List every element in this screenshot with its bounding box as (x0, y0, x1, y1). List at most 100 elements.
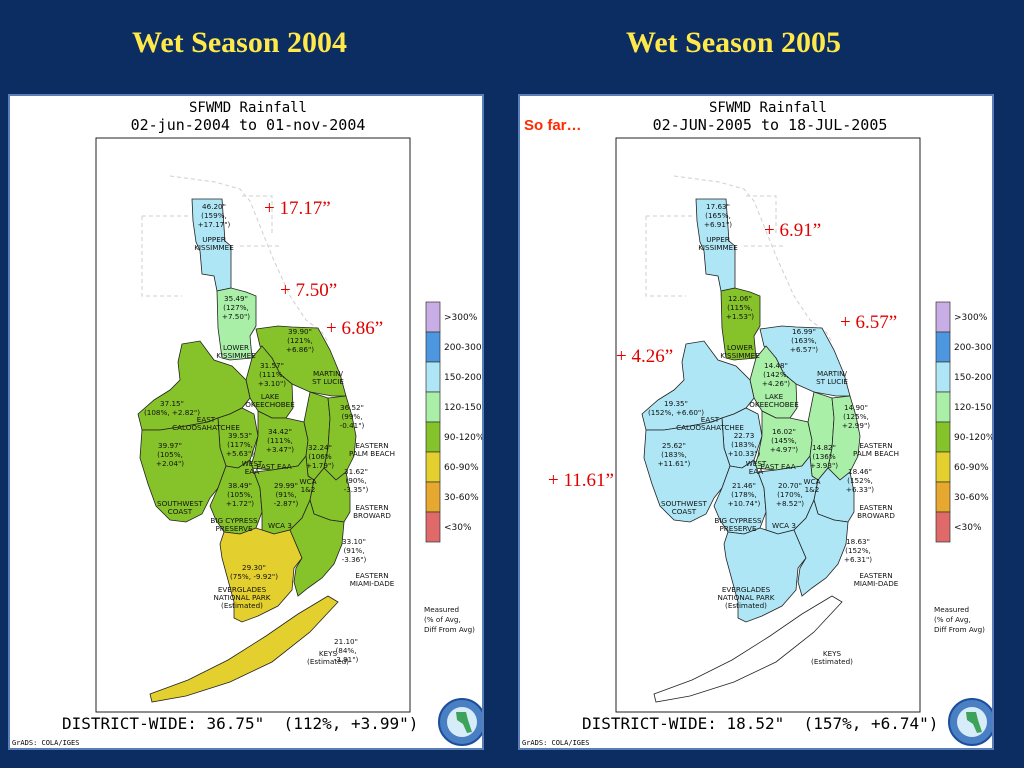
region-name-label: EAST EAA (760, 462, 795, 471)
footer-credit: GrADS: COLA/IGES (522, 739, 589, 747)
region-name-label: BROWARD (857, 511, 895, 520)
region-value-label: +5.63") (226, 449, 254, 458)
legend-swatch (425, 511, 441, 543)
legend-swatch (425, 301, 441, 333)
legend-label: 120-150% (954, 403, 992, 413)
region-name-label: MARTIN/ (817, 369, 847, 378)
legend-label: 30-60% (444, 493, 479, 503)
legend-swatch (425, 481, 441, 513)
region-name-label: EAST EAA (256, 462, 291, 471)
region-value-label: 18.63" (846, 537, 870, 546)
region-value-label: 17.63" (706, 202, 730, 211)
region-value-label: +1.53") (726, 312, 754, 321)
region-name-label: 1&2 (805, 485, 820, 494)
region-name-label: WEST (746, 459, 767, 468)
region-value-label: (183%, (661, 450, 687, 459)
region-name-label: BIG CYPRESS (210, 516, 258, 525)
region-value-label: 34.42" (268, 427, 292, 436)
legend-note: Measured (424, 605, 459, 614)
region-value-label: 33.10" (342, 537, 366, 546)
rainfall-difference-annotation: + 7.50” (280, 280, 337, 301)
legend-swatch (425, 391, 441, 423)
region-name-label: SOUTHWEST (661, 499, 707, 508)
legend-note: (% of Avg, (934, 615, 971, 624)
region-value-label: (136% (812, 452, 836, 461)
region-southwest-coast (139, 417, 227, 523)
region-value-label: 31.57" (260, 361, 284, 370)
region-keys (653, 595, 843, 703)
region-name-label: WCA 3 (772, 521, 796, 530)
region-name-label: UPPER (706, 235, 729, 244)
legend-label: 150-200% (444, 373, 482, 383)
region-name-label: OKEECHOBEE (749, 400, 799, 409)
legend-label: <30% (954, 523, 982, 533)
legend-label: 60-90% (954, 463, 989, 473)
region-value-label: 20.70" (778, 481, 802, 490)
region-name-label: NATIONAL PARK (718, 593, 775, 602)
region-name-label: PALM BEACH (349, 449, 395, 458)
region-upper-kissimmee (695, 198, 736, 292)
region-name-label: OKEECHOBEE (245, 400, 295, 409)
county-boundary-line (141, 195, 280, 297)
region-name-label: 1&2 (301, 485, 316, 494)
legend-label: <30% (444, 523, 472, 533)
legend-swatch (935, 451, 951, 483)
region-name-label: PALM BEACH (853, 449, 899, 458)
region-value-label: (111%, (259, 370, 285, 379)
legend-swatch (935, 331, 951, 363)
legend-swatch (935, 421, 951, 453)
region-value-label: +7.50") (222, 312, 250, 321)
agency-seal-icon (438, 698, 482, 746)
region-value-label: 31.62" (344, 467, 368, 476)
region-name-label: EASTERN (355, 441, 388, 450)
slide-title-2005: Wet Season 2005 (626, 26, 842, 59)
legend-label: 120-150% (444, 403, 482, 413)
legend-swatch (935, 361, 951, 393)
region-value-label: +6.91") (704, 220, 732, 229)
rainfall-map-panel-2005: So far… SFWMD Rainfall 02-JUN-2005 to 18… (518, 94, 994, 750)
region-value-label: 22.73 (734, 431, 755, 440)
region-value-label: +6.33") (846, 485, 874, 494)
region-value-label: (111%, (267, 436, 293, 445)
region-value-label: 29.30" (242, 563, 266, 572)
region-name-label: UPPER (202, 235, 225, 244)
legend-swatch (935, 481, 951, 513)
legend-swatch (425, 421, 441, 453)
region-value-label: +3.47") (266, 445, 294, 454)
legend-label: 150-200% (954, 373, 992, 383)
region-name-label: SOUTHWEST (157, 499, 203, 508)
region-name-label: EAA (245, 467, 260, 476)
region-value-label: (125%, (843, 412, 869, 421)
region-value-label: (170%, (777, 490, 803, 499)
region-value-label: (152%, +6.60") (648, 408, 704, 417)
region-southwest-coast (643, 417, 731, 523)
region-value-label: -3.91") (334, 655, 359, 664)
county-boundary-line (169, 175, 329, 343)
map-date-range: 02-jun-2004 to 01-nov-2004 (131, 116, 366, 134)
legend-label: 60-90% (444, 463, 479, 473)
region-value-label: 39.97" (158, 441, 182, 450)
region-name-label: (Estimated) (725, 601, 767, 610)
region-name-label: LOWER (223, 343, 249, 352)
region-name-label: COAST (672, 507, 697, 516)
map-title: SFWMD Rainfall (709, 100, 827, 116)
footer-credit: GrADS: COLA/IGES (12, 739, 79, 747)
region-name-label: COAST (168, 507, 193, 516)
region-name-label: WCA 3 (268, 521, 292, 530)
region-name-label: LAKE (261, 392, 280, 401)
legend-label: >300% (444, 313, 478, 323)
region-name-label: WCA (803, 477, 820, 486)
region-lower-kissimmee (720, 287, 761, 361)
district-wide-summary: DISTRICT-WIDE: 18.52" (157%, +6.74") (582, 714, 938, 733)
region-value-label: (178%, (731, 490, 757, 499)
so-far-label: So far… (524, 117, 582, 134)
map-title: SFWMD Rainfall (189, 100, 307, 116)
region-value-label: (163%, (791, 336, 817, 345)
map-frame (95, 137, 411, 713)
region-value-label: (105%, (227, 490, 253, 499)
region-value-label: (145%, (771, 436, 797, 445)
legend-label: >300% (954, 313, 988, 323)
region-value-label: (152%, (845, 546, 871, 555)
region-value-label: (75%, -9.92") (230, 572, 278, 581)
region-value-label: +11.61") (658, 459, 691, 468)
